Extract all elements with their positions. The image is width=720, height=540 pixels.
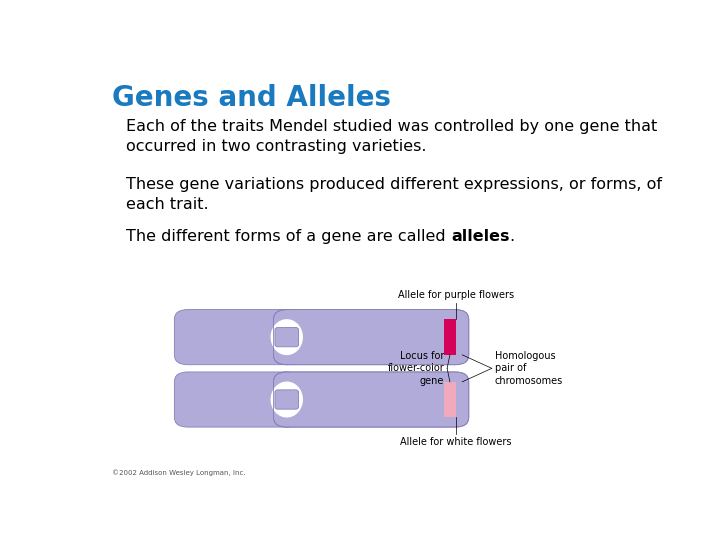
- FancyBboxPatch shape: [174, 372, 300, 427]
- Text: Homologous
pair of
chromosomes: Homologous pair of chromosomes: [495, 351, 563, 386]
- FancyBboxPatch shape: [174, 309, 300, 364]
- Text: Each of the traits Mendel studied was controlled by one gene that
occurred in tw: Each of the traits Mendel studied was co…: [126, 119, 657, 154]
- Ellipse shape: [271, 381, 303, 417]
- Bar: [444, 320, 456, 355]
- Text: .: .: [510, 229, 515, 244]
- Text: Genes and Alleles: Genes and Alleles: [112, 84, 392, 112]
- Text: alleles: alleles: [451, 229, 510, 244]
- Text: Locus for
flower-color
gene: Locus for flower-color gene: [387, 351, 444, 386]
- Text: The different forms of a gene are called: The different forms of a gene are called: [126, 229, 451, 244]
- FancyBboxPatch shape: [275, 327, 299, 347]
- FancyBboxPatch shape: [275, 390, 299, 409]
- Bar: [444, 382, 456, 417]
- FancyBboxPatch shape: [274, 372, 469, 427]
- Text: Allele for white flowers: Allele for white flowers: [400, 437, 512, 447]
- Ellipse shape: [271, 319, 303, 355]
- Text: Allele for purple flowers: Allele for purple flowers: [398, 289, 514, 300]
- Text: ©2002 Addison Wesley Longman, Inc.: ©2002 Addison Wesley Longman, Inc.: [112, 469, 246, 476]
- FancyBboxPatch shape: [274, 309, 469, 364]
- Text: These gene variations produced different expressions, or forms, of
each trait.: These gene variations produced different…: [126, 177, 662, 212]
